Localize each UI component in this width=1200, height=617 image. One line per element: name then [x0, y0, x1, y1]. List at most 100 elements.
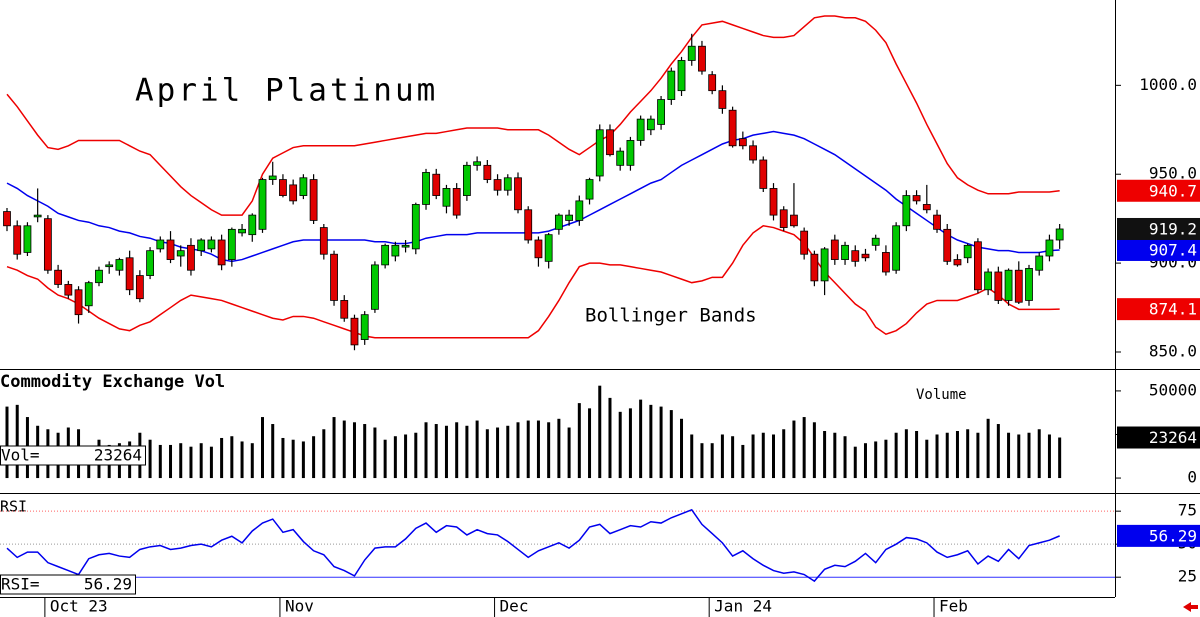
candle-body — [125, 257, 134, 291]
last-value-label: 56.29 — [1149, 526, 1197, 545]
volume-bar — [853, 446, 857, 479]
annotation: Volume — [916, 387, 967, 403]
candle-body — [851, 250, 860, 262]
candle-body — [779, 209, 788, 228]
candle-body — [227, 228, 236, 260]
volume-bar — [843, 436, 847, 479]
candle-body — [360, 314, 369, 340]
candle-body — [391, 244, 400, 257]
candle-body — [1025, 268, 1033, 301]
candle-body — [176, 250, 185, 257]
volume-bar — [261, 417, 264, 479]
volume-bar — [148, 439, 152, 479]
last-value-box — [1117, 179, 1200, 202]
candle-body — [1035, 255, 1044, 271]
volume-bar — [986, 418, 990, 479]
candle-body — [442, 188, 451, 207]
candle-body — [187, 244, 195, 271]
volume-bar — [271, 424, 275, 479]
volume-bar — [506, 425, 510, 479]
candle-body — [319, 227, 328, 255]
volume-bar — [169, 444, 173, 479]
bollinger-band — [6, 15, 1060, 216]
candle-body — [636, 118, 645, 141]
last-value-box — [1117, 524, 1200, 547]
volume-bar — [996, 424, 1000, 479]
y-tick-label: 850.0 — [1149, 342, 1197, 361]
volume-bar — [700, 443, 704, 479]
candle-body — [483, 164, 492, 180]
volume-bar — [588, 408, 592, 479]
candle-body — [309, 179, 318, 221]
volume-bar — [414, 432, 418, 479]
candle-body — [524, 209, 533, 241]
candle-body — [432, 173, 441, 196]
volume-bar — [884, 439, 888, 479]
candle-body — [156, 239, 165, 250]
candle-body — [462, 164, 471, 196]
volume-bar — [1017, 434, 1021, 479]
value-readout: 23264 — [94, 446, 142, 465]
candle-body — [279, 179, 287, 196]
volume-bar — [904, 429, 908, 479]
candle-body — [299, 177, 308, 196]
volume-bar — [772, 434, 775, 479]
volume-bar — [291, 439, 295, 479]
volume-bar — [966, 429, 970, 479]
last-value-label: 874.1 — [1149, 300, 1197, 319]
candle-body — [565, 214, 573, 221]
volume-bar — [5, 406, 9, 479]
candle-body — [718, 90, 727, 109]
volume-bar — [444, 425, 448, 479]
volume-bar — [598, 385, 602, 479]
volume-bar — [1047, 434, 1051, 479]
y-tick-label: 1000.0 — [1139, 75, 1197, 94]
candle-body — [166, 239, 175, 260]
volume-bar — [496, 427, 500, 479]
volume-bar — [322, 429, 326, 479]
candle-body — [452, 188, 461, 216]
candle-body — [473, 161, 482, 166]
volume-bar — [669, 410, 673, 479]
volume-bar — [209, 446, 213, 479]
candle-body — [790, 214, 798, 227]
volume-bar — [230, 436, 234, 479]
candle-body — [677, 60, 686, 92]
last-value-label: 23264 — [1149, 428, 1197, 447]
volume-bar — [1037, 429, 1041, 479]
candle-body — [64, 284, 73, 296]
volume-bar — [761, 432, 765, 479]
candle-body — [289, 184, 298, 202]
volume-bar — [240, 441, 244, 479]
candle-body — [902, 195, 911, 227]
candle-body — [84, 282, 93, 307]
volume-bar — [404, 434, 408, 479]
value-readout-box — [0, 574, 136, 595]
x-tick-label: Dec — [500, 597, 529, 616]
candle-body — [749, 145, 757, 161]
candle-body — [554, 214, 563, 230]
y-tick-label: 950.0 — [1149, 164, 1197, 183]
volume-bar — [823, 431, 827, 479]
candle-body — [197, 239, 206, 252]
volume-bar — [894, 432, 898, 479]
candle-body — [738, 138, 747, 147]
volume-bar — [15, 404, 19, 479]
candle-body — [861, 253, 870, 259]
candle-body — [871, 237, 880, 246]
volume-bar — [567, 427, 571, 479]
rsi-line — [6, 508, 1060, 583]
volume-bar — [577, 403, 581, 479]
candle-body — [892, 225, 901, 271]
x-tick-label: Jan 24 — [714, 597, 772, 616]
candle-body — [74, 289, 83, 316]
panel-title: Commodity Exchange Vol — [0, 372, 225, 392]
candle-body — [698, 45, 706, 72]
volume-bar — [812, 422, 816, 479]
volume-bar — [751, 434, 755, 479]
volume-bar — [731, 436, 735, 479]
volume-bar — [935, 434, 939, 479]
volume-bar — [485, 429, 489, 479]
candle-body — [544, 234, 553, 262]
